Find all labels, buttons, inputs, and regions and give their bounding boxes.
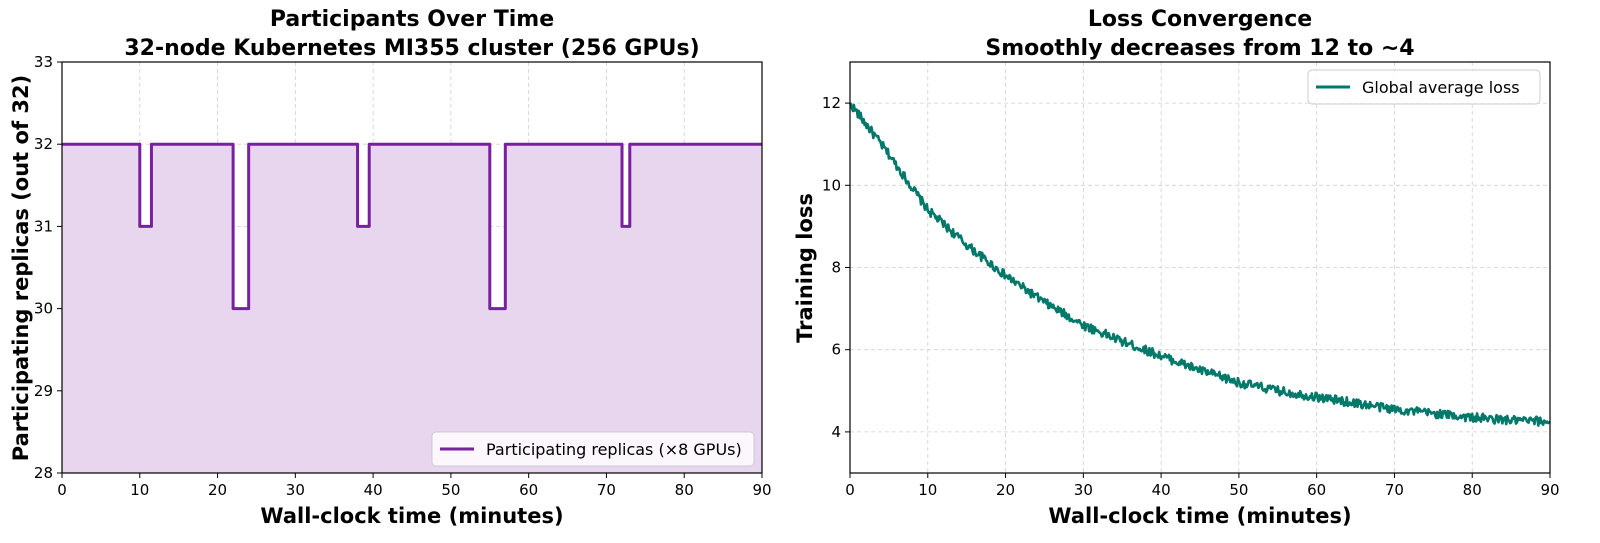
chart-0-x-tick-label: 30 xyxy=(286,481,305,499)
chart-0-series-line xyxy=(62,142,762,311)
chart-0-plot-frame xyxy=(61,61,763,474)
chart-1-series-line xyxy=(848,102,1551,427)
chart-0-y-tick-label: 28 xyxy=(34,464,53,482)
chart-1-x-tick-label: 30 xyxy=(1074,481,1093,499)
chart-0-y-tick-label: 30 xyxy=(34,300,53,318)
chart-0-x-tick-label: 40 xyxy=(364,481,383,499)
chart-1-y-tick-label: 6 xyxy=(831,341,841,359)
chart-0-y-tick-label: 33 xyxy=(34,53,53,71)
chart-0-ticks: 0 10 20 30 40 50 60 70 80 90 28 29 30 31 32 33 xyxy=(34,53,772,499)
chart-0-x-tick-label: 90 xyxy=(752,481,771,499)
chart-1-y-tick-label: 12 xyxy=(822,94,841,112)
chart-0-x-tick-label: 80 xyxy=(675,481,694,499)
chart-1-x-tick-label: 20 xyxy=(996,481,1015,499)
chart-0-legend: Participating replicas (×8 GPUs) xyxy=(431,431,755,467)
chart-1-x-axis-label: Wall-clock time (minutes) xyxy=(1048,504,1351,528)
chart-1-x-tick-label: 40 xyxy=(1152,481,1171,499)
chart-0-x-axis-label: Wall-clock time (minutes) xyxy=(260,504,563,528)
chart-0-title-line-1: Participants Over Time xyxy=(270,7,554,32)
chart-1-y-tick-label: 8 xyxy=(831,259,841,277)
chart-1-legend: Global average loss xyxy=(1307,69,1541,105)
chart-0-x-tick-label: 70 xyxy=(597,481,616,499)
chart-0-legend-box xyxy=(431,431,755,467)
chart-0-y-tick-label: 29 xyxy=(34,382,53,400)
chart-1-x-tick-label: 90 xyxy=(1540,481,1559,499)
chart-1-y-tick-label: 4 xyxy=(831,423,841,441)
chart-1-title-line-1: Loss Convergence xyxy=(1088,7,1312,32)
chart-loss: Loss Convergence Smoothly decreases from… xyxy=(793,7,1560,528)
chart-0-x-tick-label: 60 xyxy=(519,481,538,499)
chart-1-plot xyxy=(848,102,1551,427)
chart-1-x-tick-label: 60 xyxy=(1307,481,1326,499)
chart-0-x-tick-label: 20 xyxy=(208,481,227,499)
chart-0-y-axis-label: Participating replicas (out of 32) xyxy=(9,75,33,461)
chart-1-legend-box xyxy=(1307,69,1541,105)
chart-0-plot xyxy=(62,142,762,473)
chart-1-y-axis-label: Training loss xyxy=(793,193,817,343)
chart-1-x-tick-label: 0 xyxy=(845,481,855,499)
chart-0-y-tick-label: 31 xyxy=(34,217,53,235)
chart-0-x-tick-label: 10 xyxy=(130,481,149,499)
chart-participants: Participants Over Time 32-node Kubernete… xyxy=(9,7,772,528)
chart-0-x-tick-label: 0 xyxy=(57,481,67,499)
chart-0-y-tick-label: 32 xyxy=(34,135,53,153)
chart-0-legend-label: Participating replicas (×8 GPUs) xyxy=(486,440,742,459)
chart-1-title-line-2: Smoothly decreases from 12 to ~4 xyxy=(985,36,1414,61)
chart-1-y-tick-label: 10 xyxy=(822,176,841,194)
chart-0-series-fill xyxy=(62,144,762,473)
chart-0-x-tick-label: 50 xyxy=(441,481,460,499)
chart-1-ticks: 0 10 20 30 40 50 60 70 80 90 4 6 8 10 12 xyxy=(822,94,1560,499)
chart-1-x-tick-label: 70 xyxy=(1385,481,1404,499)
chart-1-x-tick-label: 80 xyxy=(1463,481,1482,499)
chart-1-x-tick-label: 50 xyxy=(1229,481,1248,499)
chart-0-title-line-2: 32-node Kubernetes MI355 cluster (256 GP… xyxy=(124,36,699,61)
chart-1-x-tick-label: 10 xyxy=(918,481,937,499)
chart-1-legend-label: Global average loss xyxy=(1362,78,1520,97)
